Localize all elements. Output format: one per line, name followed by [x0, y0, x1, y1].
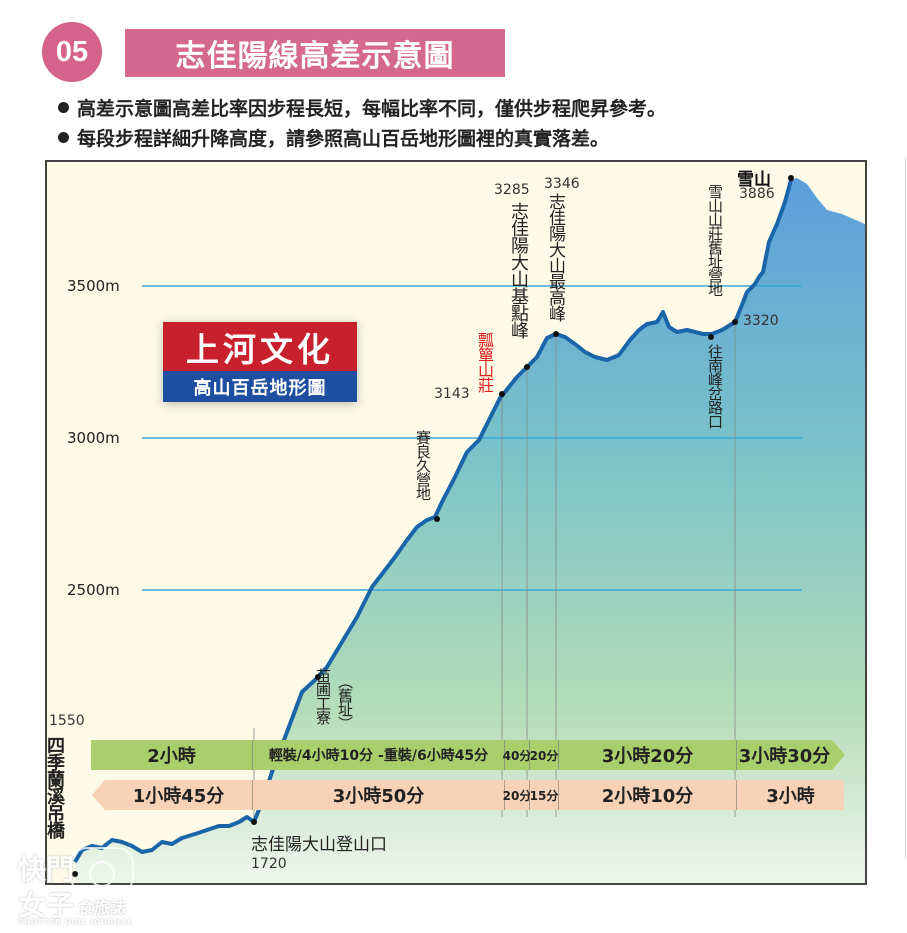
- watermark-line-2: 女子: [18, 889, 75, 922]
- bullet-icon: [58, 102, 69, 113]
- y-tick-3500: 3500m: [67, 277, 120, 295]
- logo-brand: 上河文化: [163, 322, 357, 371]
- label-trailhead-elev: 1720: [251, 856, 287, 872]
- label-basepeak: 志佳陽大山基點峰: [508, 202, 529, 338]
- ascent-seg-3: 40分: [503, 740, 531, 770]
- note-1: 高差示意圖高差比率因步程長短，每幅比率不同，僅供步程爬昇參考。: [58, 94, 666, 121]
- ascent-seg-4: 20分: [530, 740, 559, 770]
- watermark-line-1: 快門: [18, 853, 75, 886]
- waypoint-junction: [708, 334, 714, 340]
- descent-seg-4: 15分: [530, 780, 559, 810]
- label-oldcabin: 雪山山莊舊址營地: [706, 184, 724, 296]
- descent-seg-3: 20分: [503, 780, 531, 810]
- descent-seg-2: 3小時50分: [253, 780, 505, 810]
- waypoint-hut: [499, 391, 505, 397]
- watermark: 快門 女子 食旅誌 SHUTTER GIRL JOURNAL: [16, 838, 138, 928]
- ascent-seg-1: 2小時: [91, 740, 253, 770]
- label-sailiangjiu: 賽良久營地: [414, 430, 432, 500]
- note-1-text: 高差示意圖高差比率因步程長短，每幅比率不同，僅供步程爬昇參考。: [77, 98, 667, 120]
- base-elevation-label: 1550: [49, 713, 85, 729]
- elevation-area: [75, 178, 865, 883]
- waypoint-start: [72, 871, 78, 877]
- camera-icon: [70, 847, 134, 894]
- descent-time-bar: 1小時45分 3小時50分 20分 15分 2小時10分 3小時: [105, 780, 844, 810]
- page-edge-divider: [905, 158, 906, 858]
- waypoint-trailhead: [251, 819, 257, 825]
- descent-seg-1: 1小時45分: [105, 780, 253, 810]
- label-nursery-note: （舊址）: [336, 674, 354, 730]
- note-2-text: 每段步程詳細升降高度，請參照高山百岳地形圖裡的真實落差。: [77, 128, 610, 150]
- label-hut: 瓢簞山莊: [475, 332, 494, 392]
- publisher-logo: 上河文化 高山百岳地形圖: [163, 322, 357, 402]
- watermark-line-4: SHUTTER GIRL JOURNAL: [18, 918, 133, 926]
- label-summit: 雪山: [737, 170, 771, 190]
- ascent-seg-5: 3小時20分: [559, 740, 737, 770]
- ascent-arrow-icon: [832, 740, 845, 770]
- section-number-badge: 05: [42, 22, 102, 82]
- label-junction: 往南峰岔路口: [706, 344, 724, 428]
- y-tick-2500: 2500m: [67, 581, 120, 599]
- waypoint-basepeak: [524, 364, 530, 370]
- descent-arrow-icon: [92, 780, 105, 810]
- waypoint-sailiangjiu: [434, 516, 440, 522]
- descent-seg-5: 2小時10分: [559, 780, 737, 810]
- elevation-profile-line: [73, 179, 793, 864]
- logo-subtitle: 高山百岳地形圖: [163, 371, 357, 402]
- label-summit-elev: 3886: [739, 186, 775, 202]
- ascent-seg-6: 3小時30分: [737, 740, 832, 770]
- label-start: 四季蘭溪吊橋: [45, 736, 65, 838]
- label-mainpeak-elev: 3346: [544, 176, 580, 192]
- ascent-time-bar: 2小時 輕裝/4小時10分 -重裝/6小時45分 40分 20分 3小時20分 …: [91, 740, 832, 770]
- y-tick-3000: 3000m: [67, 429, 120, 447]
- waypoint-oldcabin: [732, 319, 738, 325]
- note-2: 每段步程詳細升降高度，請參照高山百岳地形圖裡的真實落差。: [58, 124, 609, 151]
- watermark-line-3: 食旅誌: [78, 898, 127, 917]
- label-nursery: 苗圃工寮: [314, 668, 332, 724]
- bullet-icon: [58, 132, 69, 143]
- descent-seg-6: 3小時: [737, 780, 844, 810]
- ascent-seg-2: 輕裝/4小時10分 -重裝/6小時45分: [253, 740, 505, 770]
- label-hut-elev: 3143: [434, 386, 470, 402]
- waypoint-mainpeak: [553, 331, 559, 337]
- elevation-profile-svg: [72, 175, 865, 883]
- label-mainpeak: 志佳陽大山最高峰: [545, 193, 565, 321]
- label-basepeak-elev: 3285: [494, 182, 530, 198]
- page-title: 志佳陽線高差示意圖: [125, 29, 505, 77]
- label-junction-elev: 3320: [743, 313, 779, 329]
- waypoint-nursery: [315, 674, 321, 680]
- elevation-chart: 3500m 3000m 2500m 1550 上河文化 高山百岳地形圖 四季蘭溪…: [45, 160, 867, 885]
- label-trailhead: 志佳陽大山登山口: [251, 835, 387, 855]
- waypoint-summit: [788, 175, 794, 181]
